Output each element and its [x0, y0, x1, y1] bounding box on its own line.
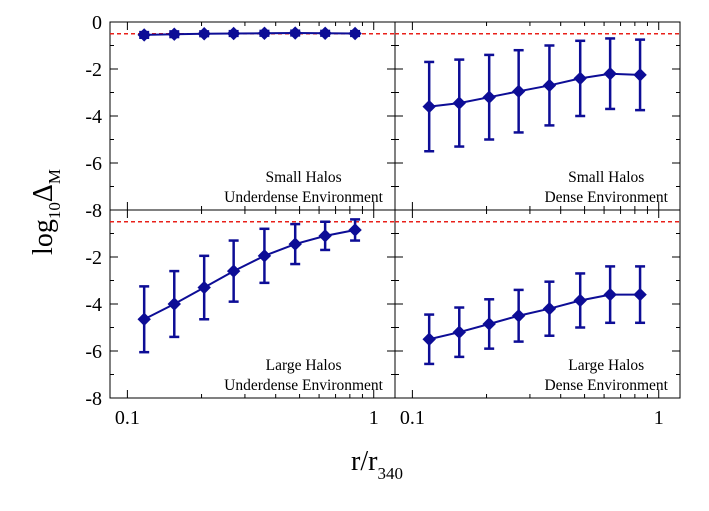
x-tick-label: 0.1 [400, 407, 425, 429]
data-point-marker [482, 317, 496, 331]
data-point-marker [422, 99, 436, 114]
x-axis-title-main: r/r [351, 446, 378, 477]
data-point-marker [137, 312, 151, 326]
data-point-marker [197, 280, 211, 295]
panel-label-halo-size: Large Halos [266, 357, 342, 374]
data-point-marker [257, 26, 272, 40]
data-point-marker [348, 223, 362, 237]
panel-label-halo-size: Small Halos [568, 169, 644, 186]
data-point-marker [542, 301, 557, 316]
data-point-marker [422, 332, 436, 346]
data-point-marker [167, 27, 181, 41]
data-point-marker [288, 237, 302, 251]
panel-label-halo-size: Small Halos [265, 169, 341, 186]
panel-label-environment: Underdense Environment [224, 189, 384, 206]
data-point-marker [633, 287, 647, 302]
tick-labels-layer: 0 -2 -4 -6 -8 -2 -4 -6 -8 0.1 1 0.1 1 [85, 12, 663, 429]
data-point-marker [511, 84, 526, 99]
data-point-marker [137, 28, 151, 42]
y-axis-title: log10ΔM [28, 169, 64, 255]
panel-bottom-left: Large Halos Underdense Environment [109, 209, 396, 399]
y-axis-title-subscript-1: 10 [45, 202, 64, 219]
y-tick-label: 0 [92, 12, 102, 34]
panel-top-left: Small Halos Underdense Environment [109, 21, 396, 211]
y-axis-title-greek: Δ [28, 184, 59, 202]
data-point-marker [452, 325, 466, 339]
data-point-marker [257, 249, 272, 263]
data-point-marker [573, 71, 587, 86]
y-tick-label: -4 [85, 294, 102, 316]
panel-top-right: Small Halos Dense Environment [394, 21, 681, 211]
x-axis-title: r/r340 [351, 446, 403, 483]
data-point-marker [288, 26, 302, 40]
x-axis-title-subscript: 340 [377, 464, 403, 483]
y-tick-label: -2 [85, 59, 102, 81]
data-point-marker [603, 66, 617, 81]
data-point-marker [482, 90, 496, 104]
x-tick-label: 1 [369, 407, 379, 429]
data-point-marker [318, 229, 332, 243]
panel-frame [109, 21, 396, 211]
data-point-marker [511, 309, 526, 323]
data-point-marker [348, 26, 362, 41]
data-point-marker [542, 78, 557, 93]
data-point-marker [573, 293, 587, 308]
data-point-marker [167, 297, 181, 311]
panel-label-environment: Dense Environment [544, 377, 668, 394]
y-tick-label: -8 [85, 388, 102, 410]
data-point-marker [603, 287, 617, 302]
panel-label-environment: Dense Environment [544, 189, 668, 206]
y-tick-label: -8 [85, 200, 102, 222]
data-point-marker [226, 264, 241, 278]
data-point-marker [226, 26, 241, 41]
y-axis-title-subscript-2: M [45, 169, 64, 184]
panel-frame [109, 209, 396, 399]
data-point-marker [197, 27, 211, 41]
y-tick-label: -6 [85, 341, 102, 363]
y-axis-title-main: log [28, 219, 59, 255]
panel-bottom-right: Large Halos Dense Environment [394, 209, 681, 399]
panel-label-environment: Underdense Environment [224, 377, 384, 394]
x-tick-label: 1 [654, 407, 664, 429]
y-tick-label: -2 [85, 247, 102, 269]
data-point-marker [633, 68, 647, 82]
y-tick-label: -6 [85, 153, 102, 175]
y-tick-label: -4 [85, 106, 102, 128]
data-point-marker [452, 96, 466, 110]
panel-label-halo-size: Large Halos [568, 357, 644, 374]
x-tick-label: 0.1 [115, 407, 140, 429]
data-point-marker [318, 26, 332, 40]
